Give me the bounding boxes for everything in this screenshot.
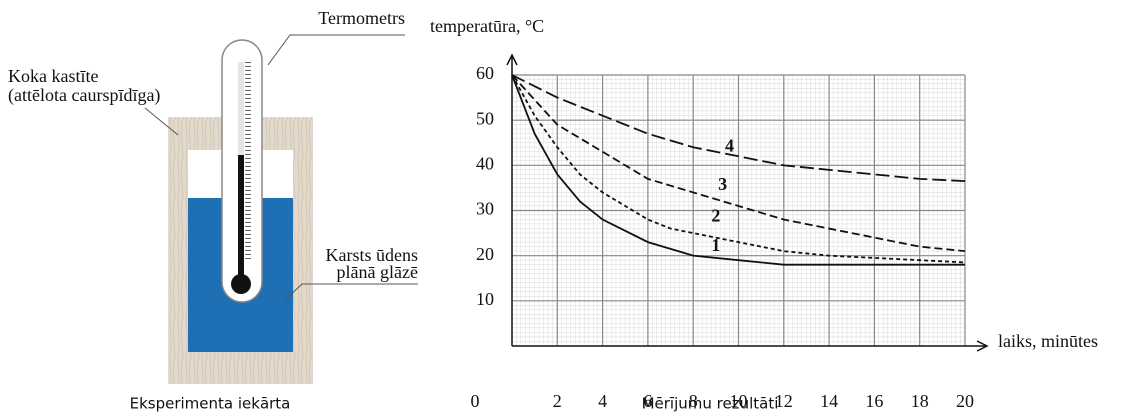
- x-tick-label: 0: [471, 391, 480, 411]
- label: Termometrs: [318, 8, 405, 28]
- x-tick-label: 14: [820, 391, 838, 411]
- series-label: 4: [725, 135, 734, 155]
- liquid-column: [238, 155, 244, 280]
- x-axis-label: laiks, minūtes: [998, 331, 1098, 351]
- x-axis: [512, 340, 989, 352]
- x-tick-label: 18: [911, 391, 929, 411]
- label: Koka kastīte: [8, 66, 98, 86]
- y-axis-label: temperatūra, °C: [430, 16, 544, 36]
- y-tick-label: 20: [476, 244, 494, 264]
- x-tick-label: 12: [775, 391, 793, 411]
- x-tick-label: 4: [598, 391, 607, 411]
- y-tick-label: 60: [476, 63, 494, 83]
- series-label: 2: [711, 205, 720, 225]
- series-label: 1: [711, 235, 720, 255]
- y-tick-label: 50: [476, 108, 494, 128]
- x-tick-label: 2: [553, 391, 562, 411]
- label: plānā glāzē: [337, 262, 418, 282]
- x-tick-label: 20: [956, 391, 974, 411]
- line: [511, 74, 966, 264]
- y-axis: [506, 53, 518, 346]
- series-label: 3: [718, 174, 727, 194]
- leader: [267, 34, 405, 66]
- leader: [144, 107, 179, 136]
- x-tick-label: 10: [730, 391, 748, 411]
- caption: Eksperimenta iekārta: [130, 395, 291, 413]
- apparatus: Termometrs Koka kastīte (attēlota caursp…: [8, 8, 418, 412]
- y-tick-label: 40: [476, 153, 494, 173]
- caption: Mērījumu rezultāti: [642, 395, 779, 413]
- label: (attēlota caurspīdīga): [8, 85, 160, 106]
- line: [511, 74, 966, 253]
- x-tick-label: 6: [643, 391, 652, 411]
- leader: [284, 283, 418, 301]
- x-tick-label: 8: [689, 391, 698, 411]
- bulb: [231, 274, 251, 294]
- label: Karsts ūdens: [326, 245, 419, 265]
- y-tick-label: 10: [476, 289, 494, 309]
- capillary: [238, 62, 244, 156]
- line: [511, 74, 966, 183]
- y-tick-label: 30: [476, 199, 494, 219]
- x-tick-label: 16: [865, 391, 883, 411]
- line: [511, 74, 965, 266]
